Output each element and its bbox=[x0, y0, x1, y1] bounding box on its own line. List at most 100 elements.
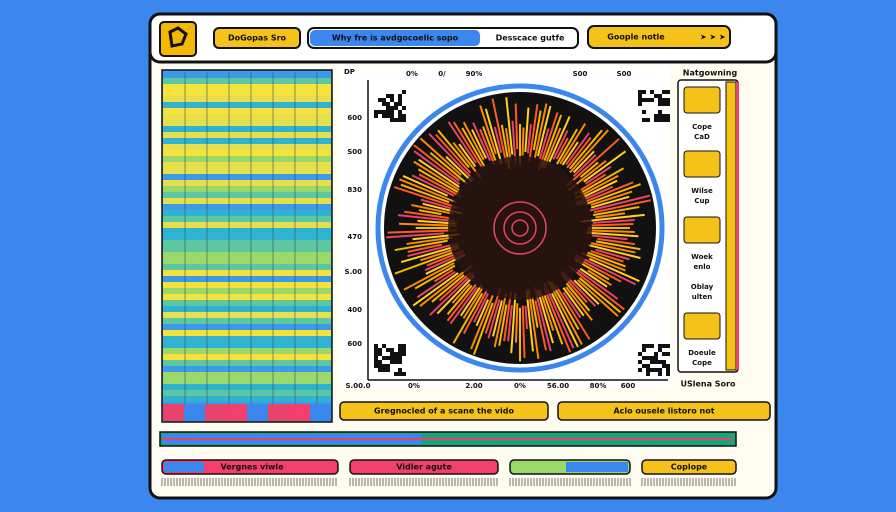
sidebar-item-label: Oblay bbox=[691, 283, 714, 291]
heat-stripe bbox=[163, 114, 331, 120]
sidebar-icon[interactable] bbox=[683, 216, 721, 244]
action-2[interactable] bbox=[557, 401, 771, 421]
qr-cell bbox=[394, 118, 398, 122]
spike bbox=[584, 183, 641, 206]
scrollbar[interactable] bbox=[725, 81, 737, 371]
heat-stripe bbox=[163, 240, 331, 246]
spike bbox=[407, 243, 443, 253]
spike bbox=[532, 110, 542, 151]
spike bbox=[418, 173, 462, 198]
spike bbox=[550, 292, 579, 348]
heat-stripe bbox=[163, 228, 331, 234]
spike bbox=[498, 304, 508, 346]
qr-cell bbox=[638, 94, 642, 98]
spike bbox=[534, 300, 547, 351]
spike bbox=[435, 133, 472, 174]
qr-cell bbox=[386, 364, 390, 368]
spike bbox=[590, 242, 636, 254]
spike bbox=[479, 105, 497, 155]
ring bbox=[493, 201, 547, 255]
app-button[interactable] bbox=[213, 27, 301, 49]
spike bbox=[404, 210, 450, 220]
spike bbox=[579, 167, 625, 195]
logo[interactable] bbox=[159, 21, 197, 57]
spike bbox=[555, 137, 569, 160]
qr-cell bbox=[646, 368, 650, 372]
spike bbox=[542, 286, 572, 353]
qr-cell bbox=[646, 118, 650, 122]
heat-stripe bbox=[163, 150, 331, 156]
qr-cell bbox=[390, 94, 394, 98]
qr-cell bbox=[382, 114, 386, 118]
spike bbox=[436, 274, 475, 315]
bottom-tick-label: 600 bbox=[621, 382, 636, 390]
spike bbox=[463, 289, 489, 334]
left-tick-label: 600 bbox=[347, 340, 362, 348]
qr-cell bbox=[646, 98, 650, 102]
spike bbox=[397, 214, 456, 223]
spike bbox=[431, 274, 465, 303]
spike bbox=[582, 179, 618, 199]
heatmap-stripes bbox=[163, 72, 331, 421]
spike bbox=[595, 240, 641, 251]
spike bbox=[479, 128, 496, 166]
spike bbox=[446, 283, 477, 322]
qr-cell bbox=[658, 110, 662, 114]
spike bbox=[472, 302, 494, 356]
qr-cell bbox=[386, 106, 390, 110]
spike bbox=[547, 280, 583, 345]
rulers bbox=[161, 478, 736, 486]
spike bbox=[393, 186, 459, 209]
spike bbox=[472, 122, 491, 162]
sidebar-item-label: Wilse bbox=[691, 187, 713, 195]
qr-cell bbox=[666, 372, 670, 376]
action-button[interactable] bbox=[587, 25, 731, 49]
spike bbox=[507, 305, 513, 342]
spike bbox=[521, 127, 525, 156]
heat-footer-cell bbox=[310, 404, 331, 421]
spike bbox=[419, 137, 462, 176]
left-tick-label: 830 bbox=[347, 186, 362, 194]
qr-cell bbox=[390, 114, 394, 118]
qr-cell bbox=[398, 98, 402, 102]
heat-footer-cell bbox=[205, 404, 226, 421]
sidebar-item-label: enlo bbox=[694, 263, 711, 271]
spike bbox=[568, 265, 625, 311]
spike bbox=[445, 155, 473, 183]
qr-cell bbox=[374, 348, 378, 352]
search-field bbox=[310, 30, 480, 46]
qr-cell bbox=[402, 118, 406, 122]
spike bbox=[452, 292, 484, 344]
heat-stripe bbox=[163, 180, 331, 186]
heat-stripe bbox=[163, 234, 331, 240]
heat-stripe bbox=[163, 96, 331, 102]
arrows: ➤ ➤ ➤ bbox=[700, 33, 726, 42]
qr-cell bbox=[398, 368, 402, 372]
bottom-button-2[interactable] bbox=[349, 459, 499, 475]
qr-cell bbox=[374, 344, 378, 348]
left-tick-label: 600 bbox=[347, 114, 362, 122]
heat-stripe bbox=[163, 384, 331, 390]
sidebar-icon[interactable] bbox=[683, 150, 721, 178]
heat-stripe bbox=[163, 216, 331, 222]
qr-cell bbox=[390, 110, 394, 114]
sidebar-icon[interactable] bbox=[683, 86, 721, 114]
qr-cell bbox=[374, 352, 378, 356]
action-1[interactable] bbox=[339, 401, 549, 421]
qr-cell bbox=[398, 344, 402, 348]
heat-stripe bbox=[163, 390, 331, 396]
bottom-button-1[interactable] bbox=[161, 459, 339, 475]
bottom-button-4[interactable] bbox=[641, 459, 737, 475]
ring bbox=[503, 211, 537, 245]
spike bbox=[585, 165, 612, 185]
sidebar-icon[interactable] bbox=[683, 312, 721, 340]
left-tick-label: 470 bbox=[347, 233, 362, 241]
sidebar-items: Cope CaD Wilse Cup Woek enlo Oblay ulten Doeule C… bbox=[683, 86, 721, 367]
qr-cell bbox=[654, 360, 658, 364]
spike bbox=[473, 293, 489, 323]
spike bbox=[446, 284, 473, 315]
qr-cell bbox=[666, 352, 670, 356]
spike bbox=[413, 160, 461, 192]
spike bbox=[528, 104, 539, 163]
